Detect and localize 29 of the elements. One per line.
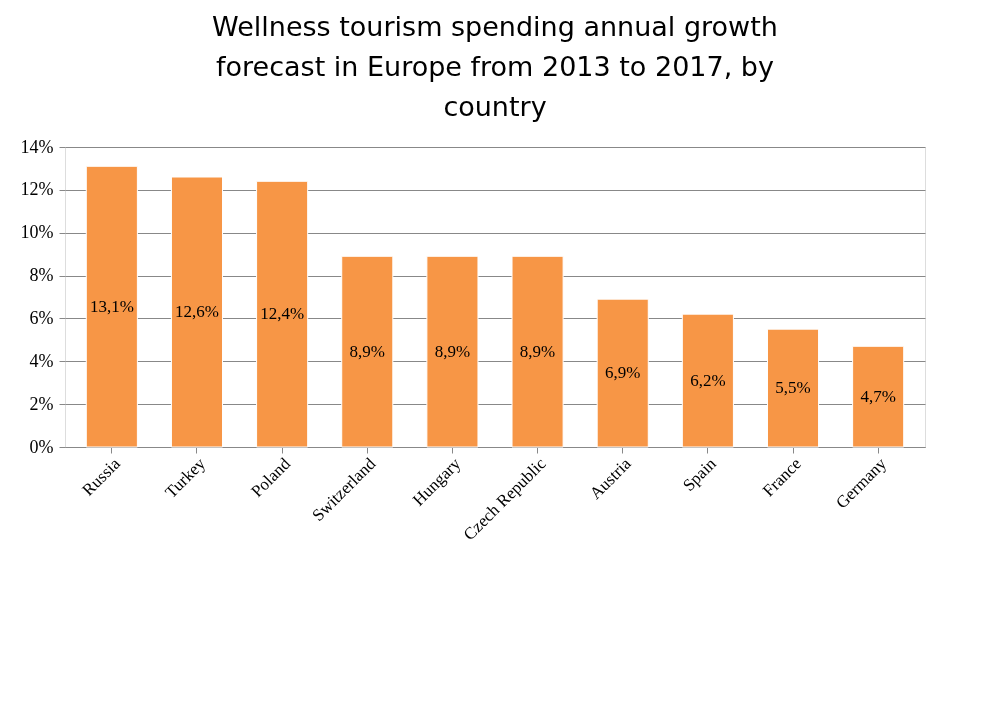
data-label: 5,5% (775, 378, 811, 398)
y-tick-label: 12% (20, 179, 54, 200)
y-tick-label: 2% (29, 393, 54, 414)
y-tick-label: 14% (20, 136, 54, 157)
data-label: 12,4% (260, 304, 305, 324)
bar (341, 255, 394, 448)
data-label: 8,9% (434, 341, 471, 361)
bar (426, 255, 479, 448)
y-tick-label: 0% (29, 436, 54, 457)
bar (766, 328, 820, 448)
y-tick-label: 6% (29, 307, 54, 328)
y-tick-label: 10% (20, 222, 54, 243)
data-label: 13,1% (89, 296, 134, 316)
bar (256, 180, 309, 448)
data-label: 8,9% (519, 341, 556, 361)
chart-title: Wellness tourism spending annual growth forecast in Europe from 2013 to 2017, by country (212, 11, 778, 122)
y-tick-label: 8% (29, 265, 54, 286)
bar (85, 165, 138, 448)
y-tick-label: 4% (29, 350, 54, 371)
data-label: 8,9% (349, 341, 385, 361)
bar (681, 313, 734, 448)
bar (852, 345, 905, 448)
data-label: 12,6% (175, 302, 219, 321)
data-label: 6,2% (690, 370, 726, 390)
bar (596, 298, 649, 448)
bar (170, 176, 224, 448)
data-label: 6,9% (605, 363, 641, 383)
data-label: 4,7% (860, 386, 896, 406)
bar (511, 255, 564, 448)
